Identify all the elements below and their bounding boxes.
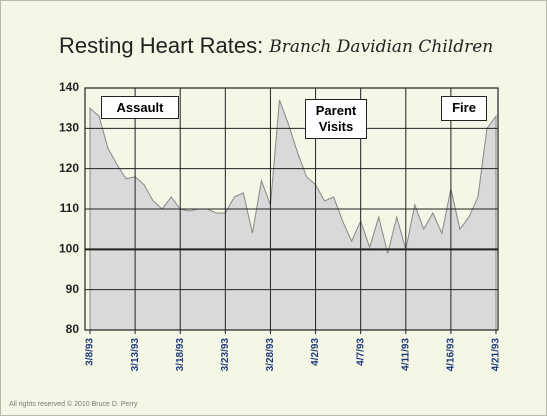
y-tick-label: 80: [66, 322, 80, 336]
x-tick-label: 3/23/93: [220, 338, 231, 372]
x-tick-label: 3/18/93: [175, 338, 186, 372]
plot-frame: [84, 87, 499, 331]
x-tick-label: 4/11/93: [400, 338, 411, 371]
title: Resting Heart Rates:: [59, 33, 263, 58]
x-tick-label: 3/28/93: [265, 338, 276, 372]
annotation: Fire: [441, 96, 487, 121]
x-tick-label: 4/16/93: [446, 338, 457, 372]
x-tick-label: 4/21/93: [491, 338, 502, 372]
x-tick-label: 3/8/93: [85, 338, 96, 366]
x-tick-label: 4/7/93: [355, 338, 366, 366]
y-tick-label: 110: [60, 201, 80, 215]
y-tick-label: 90: [66, 282, 80, 296]
annotation: Assault: [101, 96, 179, 119]
y-tick-label: 140: [59, 80, 79, 94]
annotation: Parent Visits: [305, 99, 367, 139]
x-tick-label: 4/2/93: [310, 338, 321, 366]
y-tick-label: 120: [59, 161, 79, 175]
chart-title: Resting Heart Rates: Branch Davidian Chil…: [59, 33, 493, 58]
footer: All rights reserved © 2010 Bruce D. Perr…: [9, 400, 138, 408]
subtitle: Branch Davidian Children: [268, 37, 493, 57]
x-tick-label: 3/13/93: [130, 338, 141, 372]
y-tick-label: 130: [59, 121, 79, 135]
y-tick-label: 100: [59, 242, 79, 256]
